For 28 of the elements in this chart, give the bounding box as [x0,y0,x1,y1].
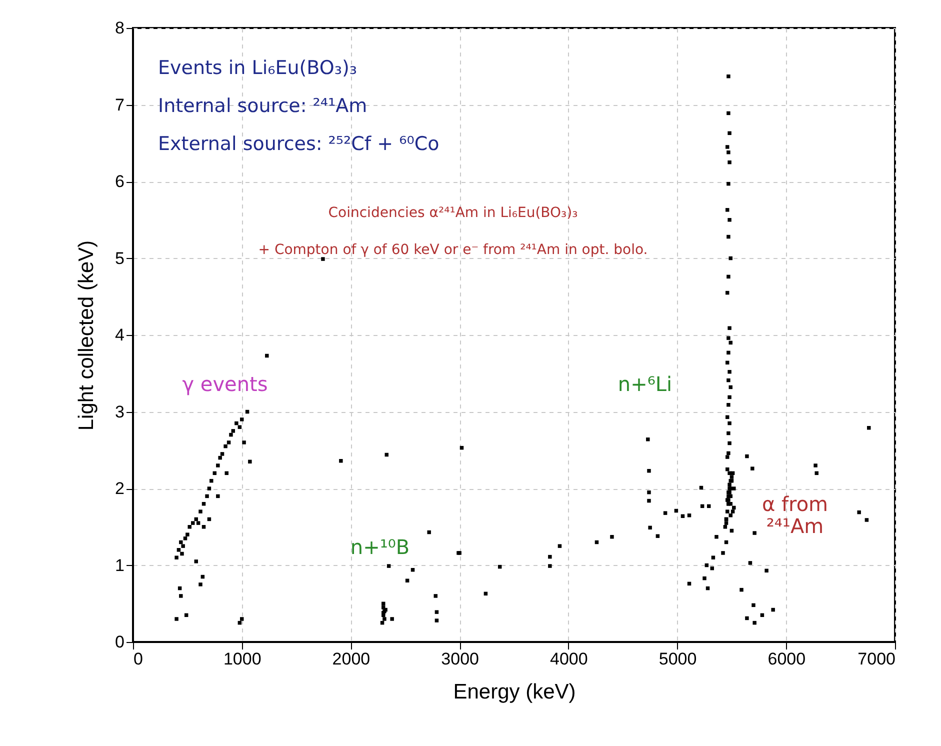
y-tick-label: 0 [115,632,124,652]
x-tick-label: 4000 [550,650,588,668]
annotation: + Compton of γ of 60 keV or e⁻ from ²⁴¹Am in opt. bolo. [258,242,648,258]
y-tick-label: 2 [115,479,124,498]
y-tick-label: 7 [115,95,124,114]
y-tick-label: 4 [115,326,124,344]
annotation: Internal source: ²⁴¹Am [158,95,368,117]
y-tick-label: 1 [115,556,124,575]
x-tick-label: 1000 [223,650,262,668]
annotation: n+¹⁰B [350,535,410,559]
x-tick-label: 3000 [441,650,479,668]
annotation: γ events [182,372,268,396]
x-tick-label: 6000 [768,650,806,668]
y-tick-label: 6 [115,172,124,191]
x-tick-label: 2000 [332,650,370,668]
annotation: External sources: ²⁵²Cf + ⁶⁰Co [158,133,440,155]
x-tick-label: 7000 [858,650,896,668]
annotation: n+⁶Li [618,372,672,396]
y-axis-title: Light collected (keV) [75,240,98,431]
x-tick-label: 5000 [658,650,697,668]
x-axis-title: Energy (keV) [453,680,576,704]
x-tick-label: 0 [134,650,143,668]
annotation: Events in Li₆Eu(BO₃)₃ [158,57,357,79]
y-tick-label: 3 [115,402,124,422]
annotation: α from ²⁴¹Am [762,492,828,538]
annotation: Coincidencies α²⁴¹Am in Li₆Eu(BO₃)₃ [328,205,578,221]
y-tick-label: 8 [115,18,124,38]
y-tick-label: 5 [115,248,124,268]
